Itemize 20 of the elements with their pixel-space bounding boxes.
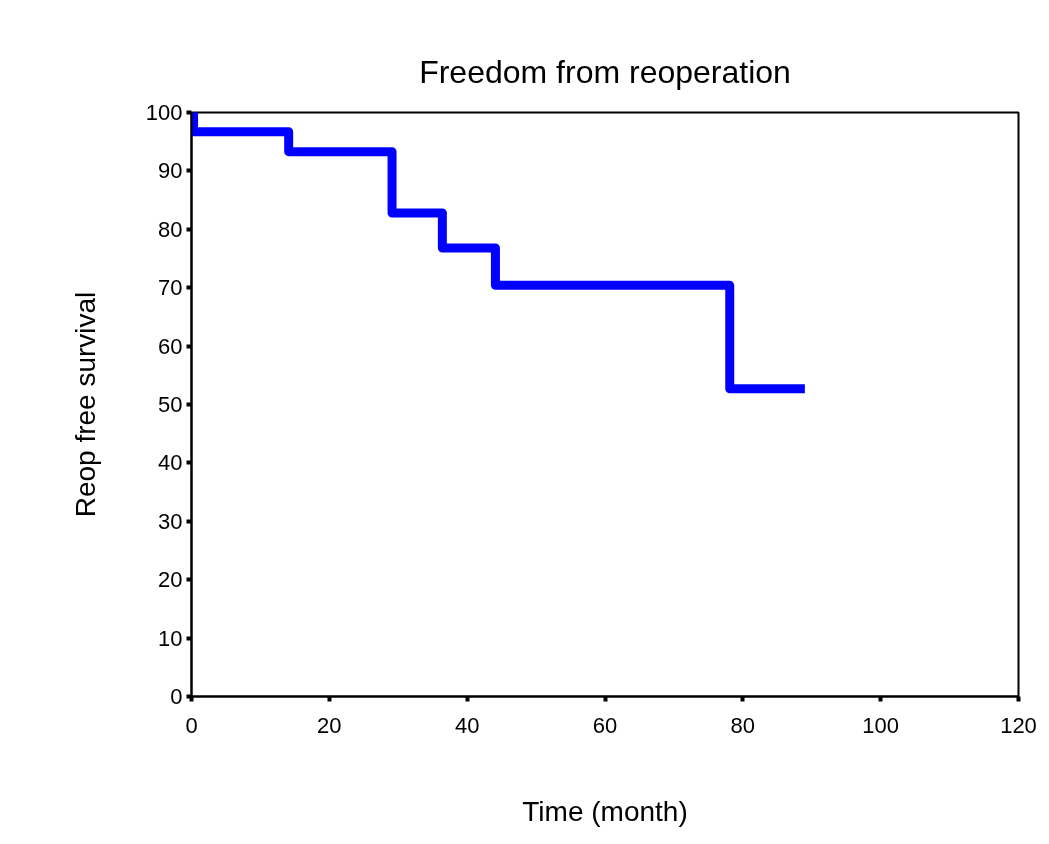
x-tick-label: 80 [730, 712, 756, 738]
y-tick-label: 70 [158, 275, 183, 301]
y-tick-label: 100 [145, 100, 183, 125]
y-tick-label: 30 [158, 508, 183, 534]
y-tick-label: 10 [158, 625, 183, 651]
y-tick-label: 80 [158, 216, 183, 242]
x-tick-label: 20 [317, 712, 342, 738]
y-axis-title: Reop free survival [69, 291, 101, 518]
x-tick-label: 40 [454, 712, 480, 738]
y-tick-label: 60 [158, 333, 183, 359]
y-tick-label: 50 [158, 392, 183, 417]
y-tick-label: 90 [158, 158, 183, 184]
x-tick-label: 120 [1000, 712, 1037, 738]
x-tick-label: 100 [862, 712, 900, 738]
y-tick-label: 0 [170, 684, 183, 709]
y-tick-label: 40 [158, 450, 183, 476]
x-axis-title: Time (month) [522, 795, 688, 827]
y-tick-label: 20 [158, 567, 183, 593]
chart-title: Freedom from reoperation [419, 54, 791, 90]
x-tick-label: 60 [592, 712, 618, 738]
